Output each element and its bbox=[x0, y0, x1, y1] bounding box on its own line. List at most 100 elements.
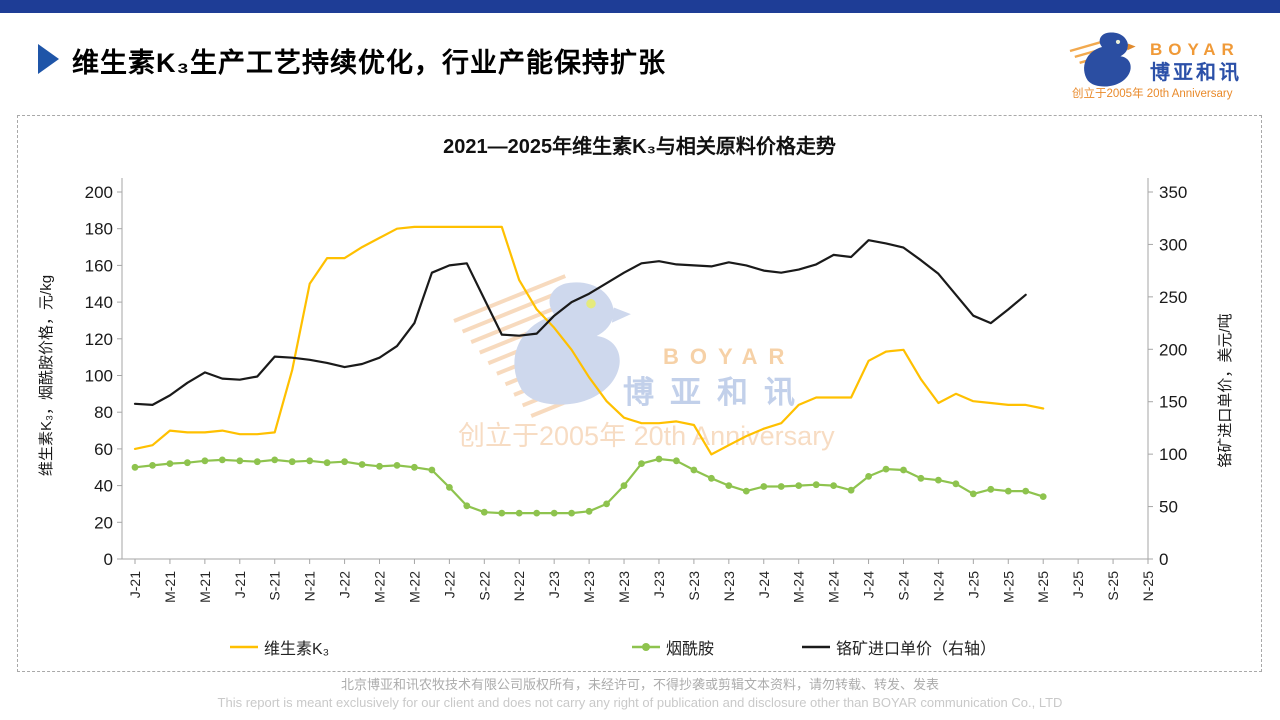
series-marker bbox=[166, 460, 174, 467]
y-left-tick-label: 180 bbox=[85, 220, 113, 239]
boyar-logo: BOYAR 博亚和讯 创立于2005年 20th Anniversary bbox=[1069, 32, 1242, 100]
x-tick-label: J-21 bbox=[232, 571, 248, 598]
series-marker bbox=[708, 474, 715, 482]
y-right-tick-label: 50 bbox=[1159, 498, 1178, 517]
x-tick-label: S-24 bbox=[895, 571, 911, 601]
series-marker bbox=[952, 480, 960, 488]
series-marker bbox=[865, 473, 872, 480]
y-left-tick-label: 20 bbox=[94, 513, 113, 532]
y-left-tick-label: 120 bbox=[85, 330, 113, 349]
page-title: 维生素K₃生产工艺持续优化，行业产能保持扩张 bbox=[72, 48, 666, 78]
x-tick-label: M-22 bbox=[372, 571, 388, 603]
x-tick-label: M-23 bbox=[581, 571, 597, 603]
logo-brand-cn: 博亚和讯 bbox=[1150, 60, 1242, 84]
x-tick-label: M-21 bbox=[197, 571, 213, 603]
legend-label-chrome-ore: 铬矿进口单价（右轴） bbox=[836, 641, 997, 658]
y-left-tick-label: 60 bbox=[94, 440, 113, 459]
series-marker bbox=[393, 462, 401, 469]
y-right-tick-label: 250 bbox=[1159, 288, 1187, 307]
x-tick-label: M-24 bbox=[791, 571, 807, 603]
copyright-cn: 北京博亚和讯农牧技术有限公司版权所有，未经许可，不得抄袭或剪辑文本资料，请勿转载… bbox=[340, 677, 939, 692]
axes bbox=[121, 178, 1149, 560]
x-tick-label: M-25 bbox=[1000, 571, 1016, 603]
y-right-tick-label: 350 bbox=[1159, 183, 1187, 202]
series-marker bbox=[218, 456, 226, 464]
series-marker bbox=[446, 484, 453, 491]
series-marker bbox=[341, 458, 348, 466]
x-tick-label: M-24 bbox=[826, 571, 842, 603]
y-left-tick-label: 140 bbox=[85, 293, 113, 312]
legend-label-niacinamide: 烟酰胺 bbox=[666, 641, 715, 658]
series-marker bbox=[585, 507, 593, 515]
series-marker bbox=[288, 458, 296, 466]
watermark-tagline: 创立于2005年 20th Anniversary bbox=[458, 421, 835, 451]
y-left-tick-label: 200 bbox=[85, 183, 113, 202]
y-right-tick-label: 200 bbox=[1159, 340, 1187, 359]
y-right-axis-title: 铬矿进口单价，美元/吨 bbox=[1217, 313, 1234, 467]
legend-swatch-graphic bbox=[802, 645, 830, 649]
y-right-tick-label: 300 bbox=[1159, 235, 1187, 254]
series-marker bbox=[655, 455, 663, 463]
series-marker bbox=[376, 462, 383, 470]
series-marker bbox=[795, 482, 803, 489]
x-tick-label: J-22 bbox=[337, 571, 353, 598]
series-marker bbox=[428, 466, 436, 474]
series-marker bbox=[515, 509, 523, 517]
series-marker bbox=[777, 483, 785, 490]
y-left-tick-label: 0 bbox=[104, 550, 113, 569]
series-marker bbox=[900, 466, 907, 474]
y-left-axis-title: 维生素K₃，烟酰胺价格，元/kg bbox=[38, 275, 55, 476]
copyright-en: This report is meant exclusively for our… bbox=[217, 695, 1063, 710]
series-2 bbox=[133, 239, 1027, 406]
series-marker bbox=[620, 482, 628, 489]
legend-item-niacinamide: 烟酰胺 bbox=[631, 635, 714, 659]
page-footer: 北京博亚和讯农牧技术有限公司版权所有，未经许可，不得抄袭或剪辑文本资料，请勿转载… bbox=[0, 676, 1280, 712]
series-marker bbox=[323, 459, 331, 467]
x-tick-label: J-24 bbox=[756, 571, 772, 598]
series-marker bbox=[917, 474, 925, 482]
x-tick-label: N-23 bbox=[721, 571, 737, 602]
series-marker bbox=[411, 463, 418, 471]
series-marker bbox=[1022, 487, 1030, 495]
series-1 bbox=[131, 455, 1047, 517]
watermark-brand-cn: 博亚和讯 bbox=[623, 375, 811, 410]
series-marker bbox=[742, 487, 750, 495]
page-header: 维生素K₃生产工艺持续优化，行业产能保持扩张 BOYAR 博亚和讯 创立于200… bbox=[0, 13, 1280, 113]
x-tick-label: N-21 bbox=[302, 571, 318, 602]
series-marker bbox=[638, 460, 645, 467]
series-marker bbox=[480, 508, 488, 516]
legend-label-vk3: 维生素K₃ bbox=[264, 641, 330, 658]
x-tick-label: J-24 bbox=[861, 571, 877, 598]
series-marker bbox=[812, 481, 820, 489]
series-marker bbox=[847, 486, 855, 494]
x-tick-label: S-25 bbox=[1105, 571, 1121, 601]
y-right-tick-label: 100 bbox=[1159, 445, 1187, 464]
chart-card: 2021—2025年维生素K₃与相关原料价格走势 BOYAR bbox=[17, 115, 1262, 672]
series-marker bbox=[830, 482, 837, 489]
series-line-2 bbox=[133, 239, 1027, 406]
legend-item-chrome-ore: 铬矿进口单价（右轴） bbox=[801, 635, 996, 659]
series-marker bbox=[987, 485, 995, 493]
chart-legend: 维生素K₃ 烟酰胺 铬矿进口单价（右轴） bbox=[18, 631, 1261, 661]
legend-swatch-chrome-ore-line-icon bbox=[801, 641, 831, 653]
logo-bird-icon bbox=[1084, 32, 1136, 87]
series-marker bbox=[306, 457, 314, 465]
x-tick-label: M-23 bbox=[616, 571, 632, 603]
legend-swatch-graphic bbox=[632, 643, 660, 651]
legend-swatch-niacinamide-line-icon bbox=[631, 641, 661, 653]
series-marker bbox=[184, 459, 191, 467]
legend-swatch-graphic bbox=[230, 645, 258, 649]
watermark-brand-en: BOYAR bbox=[663, 344, 795, 369]
series-marker bbox=[568, 509, 575, 517]
x-tick-label: J-25 bbox=[965, 571, 981, 598]
series-marker bbox=[760, 483, 768, 490]
chart-title: 2021—2025年维生素K₃与相关原料价格走势 bbox=[443, 136, 836, 158]
series-marker bbox=[131, 463, 139, 471]
series-marker bbox=[1039, 493, 1047, 500]
price-trend-chart: BOYAR 博亚和讯 创立于2005年 20th Anniversary 0 20… bbox=[38, 178, 1234, 603]
series-marker bbox=[1004, 487, 1012, 495]
y-left-tick-label: 160 bbox=[85, 256, 113, 275]
x-tick-label: J-25 bbox=[1070, 571, 1086, 598]
series-marker bbox=[149, 462, 156, 469]
top-accent-bar bbox=[0, 0, 1280, 13]
